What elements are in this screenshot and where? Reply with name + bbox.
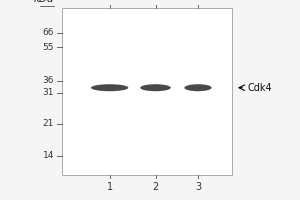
Text: Cdk4: Cdk4 [247, 83, 272, 93]
Text: kDa: kDa [34, 0, 54, 4]
Text: 14: 14 [43, 151, 54, 160]
Text: 36: 36 [43, 76, 54, 85]
Text: 55: 55 [43, 43, 54, 52]
Ellipse shape [184, 84, 212, 91]
Text: 1: 1 [106, 182, 113, 192]
Ellipse shape [91, 84, 128, 91]
Ellipse shape [140, 84, 171, 91]
Text: 3: 3 [195, 182, 201, 192]
Text: 21: 21 [43, 119, 54, 128]
Text: 66: 66 [43, 28, 54, 37]
Text: 2: 2 [152, 182, 159, 192]
Bar [62, 8, 232, 175]
Text: 31: 31 [43, 88, 54, 97]
